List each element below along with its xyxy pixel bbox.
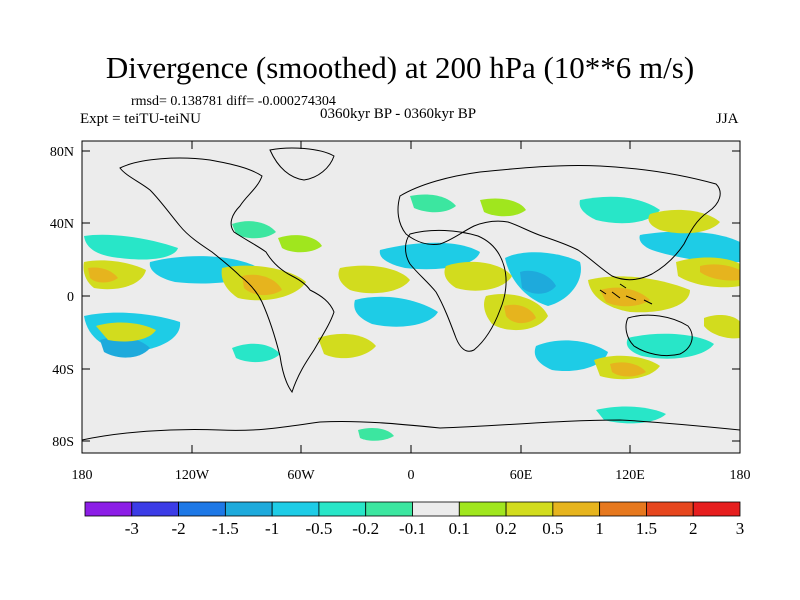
lat-label: 40N: [50, 217, 74, 232]
lat-label: 80N: [50, 145, 74, 160]
field-blob: [96, 322, 156, 342]
period-label: 0360kyr BP - 0360kyr BP: [320, 106, 477, 122]
field-blob: [88, 267, 118, 283]
coastlines: [82, 147, 740, 441]
lat-label: 80S: [52, 435, 74, 450]
field-blob: [639, 231, 740, 263]
colorbar-swatch: [131, 501, 179, 517]
field-blob: [379, 242, 480, 270]
colorbar-label: 1.5: [636, 519, 657, 538]
colorbar-swatch: [365, 501, 413, 517]
lat-label: 0: [67, 290, 74, 305]
field-blob: [700, 264, 740, 281]
colorbar-swatch: [692, 501, 741, 517]
coastline-australia: [625, 314, 693, 357]
colorbar-label: -1: [265, 519, 279, 538]
colorbar-swatch: [318, 501, 367, 517]
lon-label: 120E: [615, 468, 645, 483]
colorbar-label: 0.5: [542, 519, 563, 538]
field-blob: [100, 337, 150, 358]
field-blob: [444, 261, 512, 291]
colorbar-swatch: [552, 501, 601, 517]
colorbar: -3 -2 -1.5 -1 -0.5 -0.2 -0.1 0.1 0.2 0.5 1 1.5 2 3: [84, 501, 745, 538]
colorbar-swatch: [224, 501, 273, 517]
field-blob: [520, 270, 556, 294]
colorbar-label: -0.5: [305, 519, 332, 538]
colorbar-swatch: [505, 501, 554, 517]
lat-label: 40S: [52, 363, 74, 378]
divergence-field: [83, 194, 740, 441]
coastline-africa: [405, 229, 507, 352]
lon-label: 60E: [510, 468, 533, 483]
colorbar-label: -0.2: [352, 519, 379, 538]
lon-label: 180: [72, 468, 93, 483]
lon-label: 120W: [175, 468, 210, 483]
colorbar-label: -1.5: [212, 519, 239, 538]
field-blob: [579, 196, 660, 224]
colorbar-label: -2: [171, 519, 185, 538]
field-blob: [354, 296, 438, 327]
field-blob: [596, 406, 666, 424]
lon-label: 180: [730, 468, 751, 483]
stats-text: rmsd= 0.138781 diff= -0.000274304: [131, 94, 336, 109]
field-blob: [704, 315, 740, 339]
experiment-label: Expt = teiTU-teiNU: [80, 111, 201, 127]
field-blob: [610, 362, 646, 377]
season-label: JJA: [716, 111, 739, 127]
colorbar-swatch: [178, 501, 226, 517]
field-blob: [358, 428, 394, 441]
field-blob: [504, 304, 536, 324]
colorbar-label: 2: [689, 519, 698, 538]
colorbar-swatch: [412, 501, 460, 517]
colorbar-label: 1: [595, 519, 604, 538]
axis-ticks: [81, 141, 741, 453]
field-blob: [232, 221, 276, 239]
lon-label: 60W: [287, 468, 315, 483]
field-blob: [534, 340, 608, 372]
colorbar-label: 0.2: [495, 519, 516, 538]
map-title: Divergence (smoothed) at 200 hPa (10**6 …: [105, 50, 695, 85]
colorbar-swatch: [458, 501, 507, 517]
field-blob: [318, 333, 376, 359]
field-blob: [242, 274, 282, 296]
field-blob: [232, 343, 280, 363]
colorbar-swatch: [271, 501, 320, 517]
coastline-greenland: [269, 147, 335, 181]
coastline-eurasia: [397, 164, 721, 281]
field-blob: [480, 198, 526, 217]
field-blob: [278, 235, 322, 253]
field-blob: [648, 209, 720, 234]
coastline-antarctica: [82, 419, 740, 441]
colorbar-label: -0.1: [399, 519, 426, 538]
colorbar-label: -3: [125, 519, 139, 538]
colorbar-swatch: [599, 501, 647, 517]
colorbar-label: 0.1: [449, 519, 470, 538]
colorbar-swatch: [646, 501, 694, 517]
colorbar-label: 3: [736, 519, 745, 538]
coastline-americas: [119, 157, 335, 394]
field-blob: [84, 234, 178, 260]
colorbar-swatch: [84, 501, 133, 517]
lon-label: 0: [408, 468, 415, 483]
coastline-indonesia: [599, 283, 653, 305]
field-blob: [338, 265, 410, 294]
field-blob: [410, 194, 456, 213]
